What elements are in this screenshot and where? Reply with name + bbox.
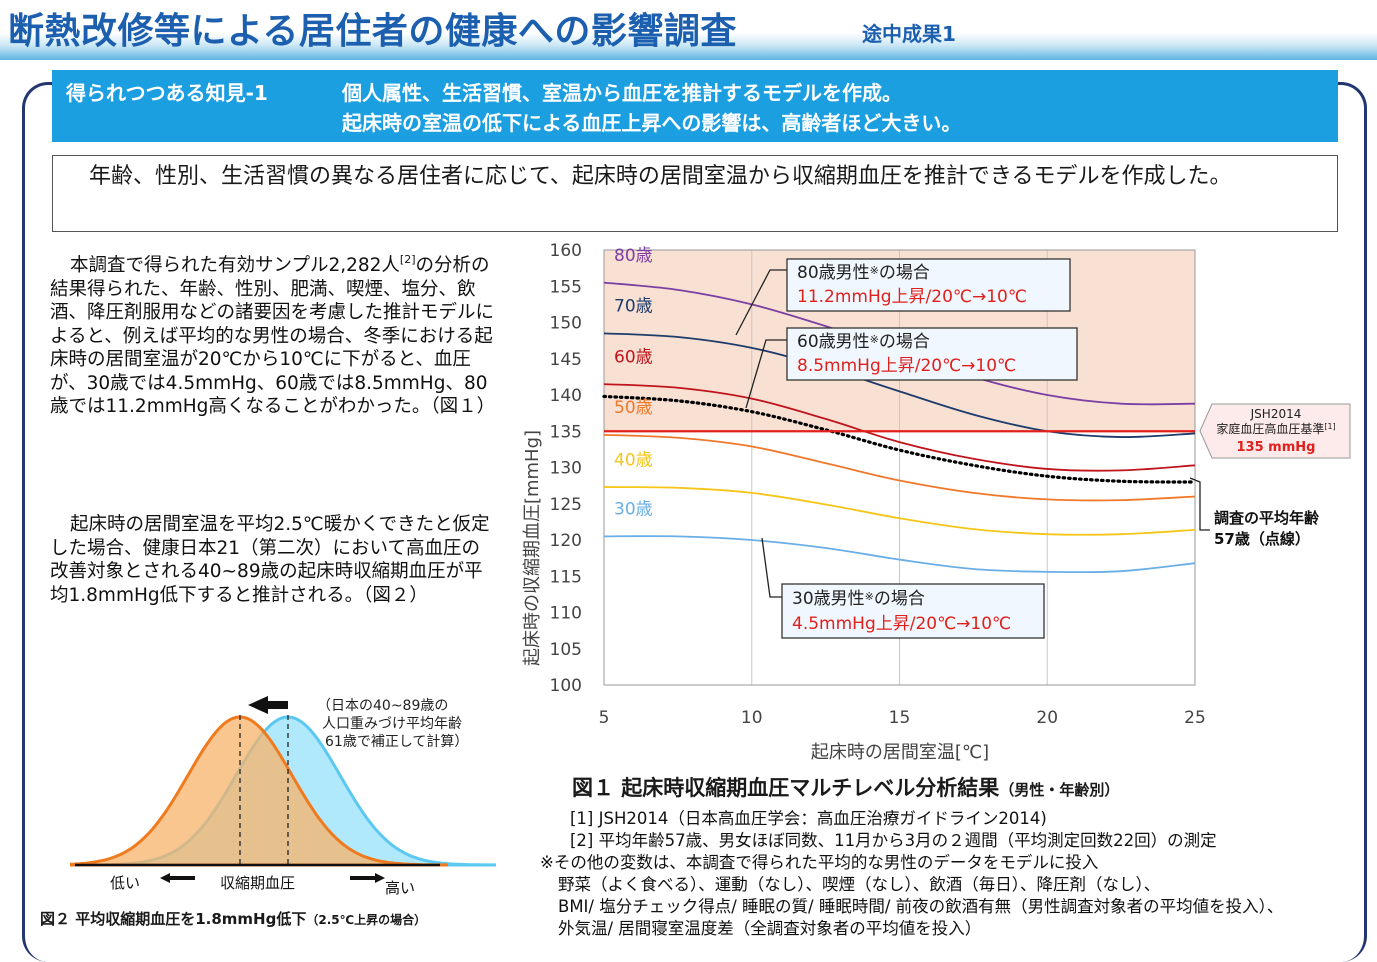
- x-axis-label: 起床時の居間室温[℃]: [811, 742, 989, 763]
- jsh-tag: [1199, 403, 1351, 459]
- title-bar: [0, 0, 1377, 60]
- finding-line-2: 起床時の室温の低下による血圧上昇への影響は、高齢者ほど大きい。: [342, 111, 962, 135]
- para1-ref: [2]: [399, 253, 416, 266]
- footnote-4: 野菜（よく食べる）、運動（なし）、喫煙（なし）、飲酒（毎日）、降圧剤（なし）、: [558, 875, 1161, 894]
- footnote-6: 外気温/ 居間寝室温度差（全調査対象者の平均値を投入）: [558, 919, 982, 938]
- fig2-note-2: 人口重みづけ平均年齢: [322, 716, 462, 732]
- para1-text-b: の分析の結果得られた、年齢、性別、肥満、喫煙、塩分、飲酒、降圧剤服用などの諸要因…: [50, 255, 496, 417]
- para1-text-a: 本調査で得られた有効サンプル2,282人: [70, 255, 400, 276]
- series-label: 50歳: [614, 398, 653, 418]
- x-tick-labels: 5 10 15 20 25: [599, 708, 1206, 728]
- footnote-2: [2] 平均年齢57歳、男女ほぼ同数、11月から3月の２週間（平均測定回数22回…: [570, 831, 1217, 850]
- explanation-paragraph-2: 起床時の居間室温を平均2.5℃暖かくできたと仮定した場合、健康日本21（第二次）…: [50, 514, 490, 606]
- distribution-after-curve: [70, 715, 449, 867]
- finding-banner: 得られつつある知見-1 個人属性、生活習慣、室温から血圧を推計するモデルを作成。…: [52, 70, 1338, 142]
- footnote-5: BMI/ 塩分チェック得点/ 睡眠の質/ 睡眠時間/ 前夜の飲酒有無（男性調査対…: [558, 897, 1284, 916]
- y-tick-label: 150: [550, 314, 582, 334]
- callout-60-leader: [745, 339, 788, 409]
- y-tick-label: 125: [550, 495, 582, 515]
- y-tick-label: 140: [550, 386, 582, 406]
- finding-label: 得られつつある知見-1: [66, 81, 268, 105]
- plot-border: [603, 249, 1196, 686]
- callout-80-box: [786, 258, 1071, 312]
- jsh-title: JSH2014: [1250, 407, 1302, 421]
- x-tick-label: 15: [889, 708, 911, 728]
- page-subtitle: 途中成果1: [862, 22, 956, 46]
- y-tick-labels: 100 105 110 115 120 125 130 135 140 145 150 155 160: [550, 241, 582, 696]
- jsh-standard: 家庭血圧高血圧基準[1]: [1216, 421, 1335, 436]
- series-line-70歳: [603, 332, 1196, 438]
- fig2-right-arrow: [350, 873, 385, 883]
- series-labels: 80歳 70歳 60歳 50歳 40歳 30歳: [614, 246, 653, 520]
- figure-1-caption: 図１ 起床時収縮期血圧マルチレベル分析結果（男性・年齢別）: [572, 772, 1119, 802]
- jsh-value: 135 mmHg: [1237, 440, 1316, 455]
- fig2-left-arrow: [160, 873, 195, 883]
- figure-2-caption-sub: （2.5℃上昇の場合）: [306, 913, 427, 927]
- footnote-1: [1] JSH2014（日本高血圧学会：高血圧治療ガイドライン2014): [570, 809, 1047, 828]
- footnotes: [1] JSH2014（日本高血圧学会：高血圧治療ガイドライン2014) [2]…: [540, 808, 1283, 940]
- fig2-high-label: 高い: [385, 879, 415, 897]
- callout-30-leader: [761, 537, 782, 598]
- figure-1-caption-main: 図１ 起床時収縮期血圧マルチレベル分析結果: [572, 776, 1000, 800]
- series-label: 60歳: [614, 347, 653, 367]
- series-label: 80歳: [614, 246, 653, 266]
- avg-age-leader: [1189, 477, 1210, 531]
- callout-60-title: 60歳男性※の場合: [797, 332, 930, 352]
- x-tick-label: 10: [741, 708, 763, 728]
- series-label: 40歳: [614, 450, 653, 470]
- footnote-3: ※その他の変数は、本調査で得られた平均的な男性のデータをモデルに投入: [540, 853, 1099, 872]
- series-line-60歳: [603, 383, 1196, 472]
- y-axis-label: 起床時の収縮期血圧[mmHg]: [522, 430, 543, 666]
- y-tick-label: 120: [550, 531, 582, 551]
- grid: [603, 249, 1196, 686]
- avg-age-line-1: 調査の平均年齢: [1214, 509, 1320, 527]
- callout-60-detail: 8.5mmHg上昇/20℃→10℃: [797, 356, 1016, 376]
- avg-age-line-2: 57歳（点線）: [1214, 530, 1310, 548]
- fig2-axis-label: 収縮期血圧: [220, 874, 295, 892]
- page-title: 断熱改修等による居住者の健康への影響調査: [8, 11, 737, 52]
- y-tick-label: 115: [550, 567, 582, 587]
- y-tick-label: 160: [550, 241, 582, 261]
- summary-box: 年齢、性別、生活習慣の異なる居住者に応じて、起床時の居間室温から収縮期血圧を推計…: [52, 155, 1338, 232]
- distribution-shift-figure: （日本の40~89歳の 人口重みづけ平均年齢 61歳で補正して計算） 低い 収縮…: [70, 696, 497, 897]
- y-tick-label: 110: [550, 604, 582, 624]
- figure-2-caption-main: 図２ 平均収縮期血圧を1.8mmHg低下: [40, 910, 307, 928]
- figure-2-caption: 図２ 平均収縮期血圧を1.8mmHg低下（2.5℃上昇の場合）: [40, 908, 426, 929]
- y-tick-label: 135: [550, 422, 582, 442]
- fig2-note-1: （日本の40~89歳の: [317, 698, 448, 714]
- explanation-paragraph-1: 本調査で得られた有効サンプル2,282人[2]の分析の結果得られた、年齢、性別、…: [50, 248, 498, 419]
- callout-30-detail: 4.5mmHg上昇/20℃→10℃: [792, 614, 1011, 634]
- y-tick-label: 155: [550, 277, 582, 297]
- callout-80-title: 80歳男性※の場合: [797, 263, 930, 283]
- callout-60-box: [786, 327, 1078, 381]
- series-line-50歳: [603, 433, 1196, 502]
- series-line-average: [602, 394, 1197, 484]
- callout-30-box: [781, 583, 1045, 639]
- fig2-note-3: 61歳で補正して計算）: [325, 734, 468, 750]
- y-tick-label: 130: [550, 459, 582, 479]
- series-line-40歳: [603, 486, 1196, 536]
- x-tick-label: 20: [1036, 708, 1058, 728]
- y-tick-label: 105: [550, 640, 582, 660]
- callout-30-title: 30歳男性※の場合: [792, 589, 925, 609]
- series-label: 70歳: [614, 297, 653, 317]
- y-tick-label: 100: [550, 676, 582, 696]
- series-label: 30歳: [614, 500, 653, 520]
- finding-line-1: 個人属性、生活習慣、室温から血圧を推計するモデルを作成。: [342, 81, 902, 105]
- x-tick-label: 25: [1184, 708, 1206, 728]
- shift-arrow: [248, 696, 288, 714]
- series-line-30歳: [603, 535, 1196, 574]
- figure-1-caption-sub: （男性・年齢別）: [999, 781, 1120, 799]
- x-tick-label: 5: [599, 708, 610, 728]
- callout-80-detail: 11.2mmHg上昇/20℃→10℃: [797, 287, 1027, 307]
- fig2-low-label: 低い: [110, 874, 140, 892]
- bp-temperature-chart: 100105110115120125130135140145150155160 …: [522, 241, 1351, 763]
- y-tick-label: 145: [550, 350, 582, 370]
